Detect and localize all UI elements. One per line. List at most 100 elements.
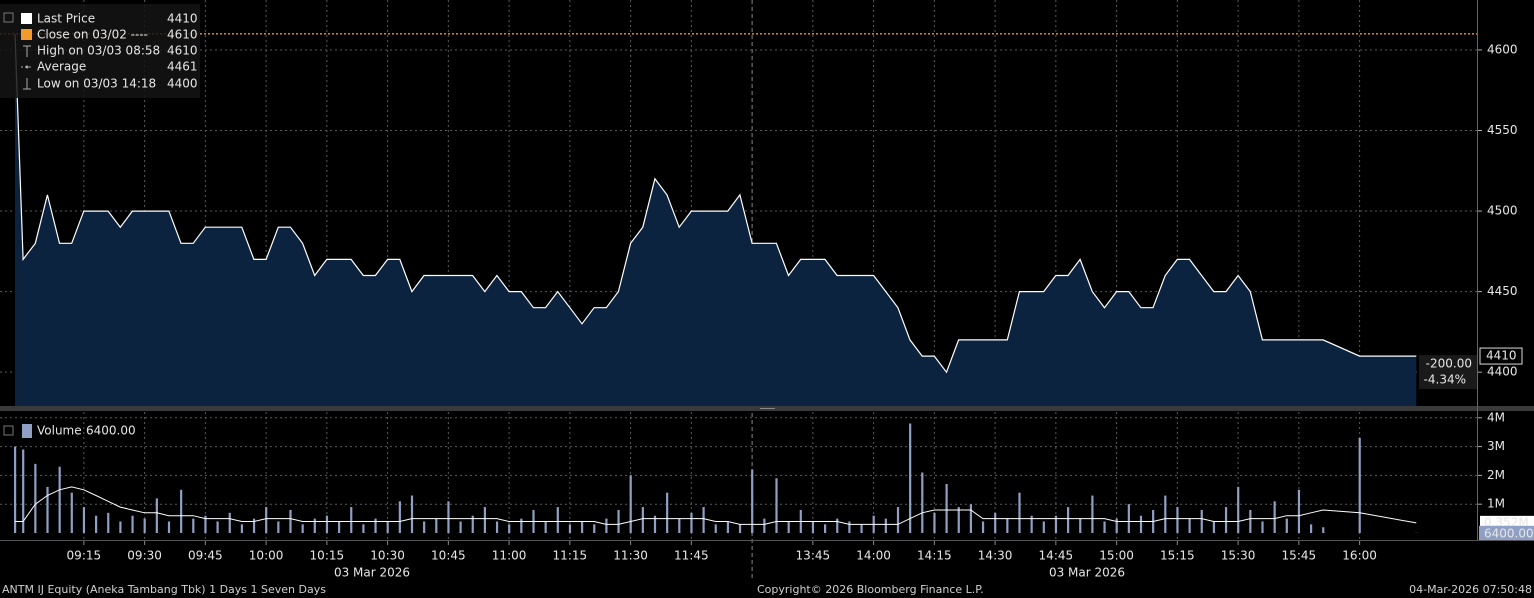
volume-bar	[447, 501, 450, 533]
legend-swatch	[21, 29, 32, 40]
legend-label: Volume	[37, 424, 82, 438]
volume-bar	[410, 495, 414, 533]
x-tick-label: 14:45	[1039, 549, 1074, 563]
last-price-tag-box	[1479, 347, 1523, 365]
volume-bar	[811, 521, 815, 533]
volume-bar	[338, 521, 341, 533]
volume-bar	[690, 512, 693, 533]
legend-value: 4610	[167, 28, 198, 42]
volume-bar	[848, 521, 851, 533]
volume-bar	[896, 507, 900, 533]
x-tick-label: 15:45	[1282, 549, 1317, 563]
volume-bar	[884, 518, 887, 533]
volume-tag-box	[1479, 525, 1534, 541]
volume-bar	[398, 501, 401, 533]
x-date-label: 03 Mar 2026	[334, 566, 410, 580]
volume-legend: Volume 6400.00	[3, 424, 136, 438]
x-tick-label: 10:15	[310, 549, 345, 563]
volume-bar	[824, 524, 827, 533]
volume-bar	[751, 469, 754, 533]
legend: Last Price 4410 Close on 03/02 ---- 4610…	[0, 4, 200, 98]
legend-label: Close on 03/02 ----	[37, 28, 148, 42]
axis-line	[0, 540, 1534, 541]
volume-bar	[1139, 515, 1143, 533]
volume-bar	[1127, 504, 1130, 533]
y-tick-label: 1M	[1487, 497, 1505, 511]
volume-bar	[860, 524, 863, 533]
volume-bar	[1067, 507, 1070, 533]
volume-bar	[1310, 524, 1313, 533]
volume-bar	[180, 489, 183, 533]
footer-copyright: Copyright© 2026 Bloomberg Finance L.P.	[757, 583, 984, 596]
volume-bar	[909, 423, 912, 533]
volume-bar	[1297, 489, 1301, 533]
volume-bar	[544, 521, 547, 533]
x-tick-label: 10:30	[370, 549, 405, 563]
volume-bar	[617, 509, 620, 533]
y-tick-label: 4600	[1487, 42, 1518, 56]
x-tick-label: 11:00	[492, 549, 527, 563]
plot: 09:15 09:30 09:45 10:00 10:15 10:30 10:45 11:00…	[0, 0, 1534, 580]
change-tag-box	[1419, 355, 1477, 390]
volume-bar	[119, 521, 122, 533]
volume-bar	[277, 521, 280, 533]
volume-bar	[155, 498, 158, 533]
legend-icon	[25, 65, 29, 69]
legend-toggle	[3, 425, 14, 436]
volume-bar	[1030, 515, 1033, 533]
x-tick-label: 11:15	[553, 549, 588, 563]
volume-bar	[34, 463, 37, 533]
volume-bar	[301, 524, 304, 533]
volume-bar	[836, 518, 839, 533]
volume-bar	[1176, 507, 1179, 533]
volume-bar	[1042, 521, 1045, 533]
y-tick-label: 3M	[1487, 439, 1505, 453]
footer-security: ANTM IJ Equity (Aneka Tambang Tbk) 1 Day…	[2, 583, 326, 596]
x-date-label: 03 Mar 2026	[1049, 566, 1125, 580]
volume-bar	[1212, 521, 1215, 533]
volume-bar	[423, 521, 426, 533]
volume-bar	[70, 492, 73, 533]
volume-bar	[14, 446, 17, 533]
volume-bar	[726, 521, 729, 533]
volume-average-line	[15, 486, 1417, 525]
volume-bar	[1237, 486, 1240, 533]
volume-bar	[192, 518, 195, 533]
volume-bar	[520, 518, 523, 533]
volume-bar	[131, 515, 134, 533]
volume-bar	[994, 512, 997, 533]
volume-bar	[629, 475, 632, 533]
volume-bar	[167, 521, 171, 533]
volume-bar	[556, 507, 559, 533]
volume-bar	[289, 509, 292, 533]
legend-swatch	[21, 13, 32, 24]
volume-bar	[1115, 518, 1118, 533]
volume-bar	[58, 466, 61, 533]
volume-bar	[641, 507, 644, 533]
volume-bar	[678, 518, 681, 533]
x-tick-label: 09:45	[188, 549, 223, 563]
volume-bar	[386, 521, 389, 533]
volume-bar	[1322, 527, 1325, 533]
x-tick-label: 10:45	[431, 549, 466, 563]
legend-label: Last Price	[37, 12, 95, 26]
volume-bar	[204, 515, 207, 533]
volume-bar	[921, 472, 924, 533]
volume-bar	[240, 524, 243, 533]
volume-bar	[228, 512, 231, 533]
volume-bar	[1103, 521, 1106, 533]
legend-value: 4400	[167, 77, 198, 91]
legend-icon	[23, 78, 31, 90]
volume-bar	[22, 449, 25, 533]
volume-bar	[738, 524, 742, 533]
y-tick-label: 4400	[1487, 365, 1518, 379]
volume-bar	[216, 521, 219, 533]
volume-bar	[1006, 518, 1009, 533]
x-tick-label: 15:15	[1160, 549, 1195, 563]
volume-bar	[653, 515, 657, 533]
axis-line	[1477, 0, 1478, 540]
volume-bar	[362, 524, 365, 533]
volume-bar	[471, 515, 474, 533]
